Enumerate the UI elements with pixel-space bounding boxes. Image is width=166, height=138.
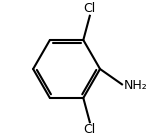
Text: Cl: Cl — [84, 123, 96, 136]
Text: NH₂: NH₂ — [124, 79, 148, 92]
Text: Cl: Cl — [84, 2, 96, 15]
